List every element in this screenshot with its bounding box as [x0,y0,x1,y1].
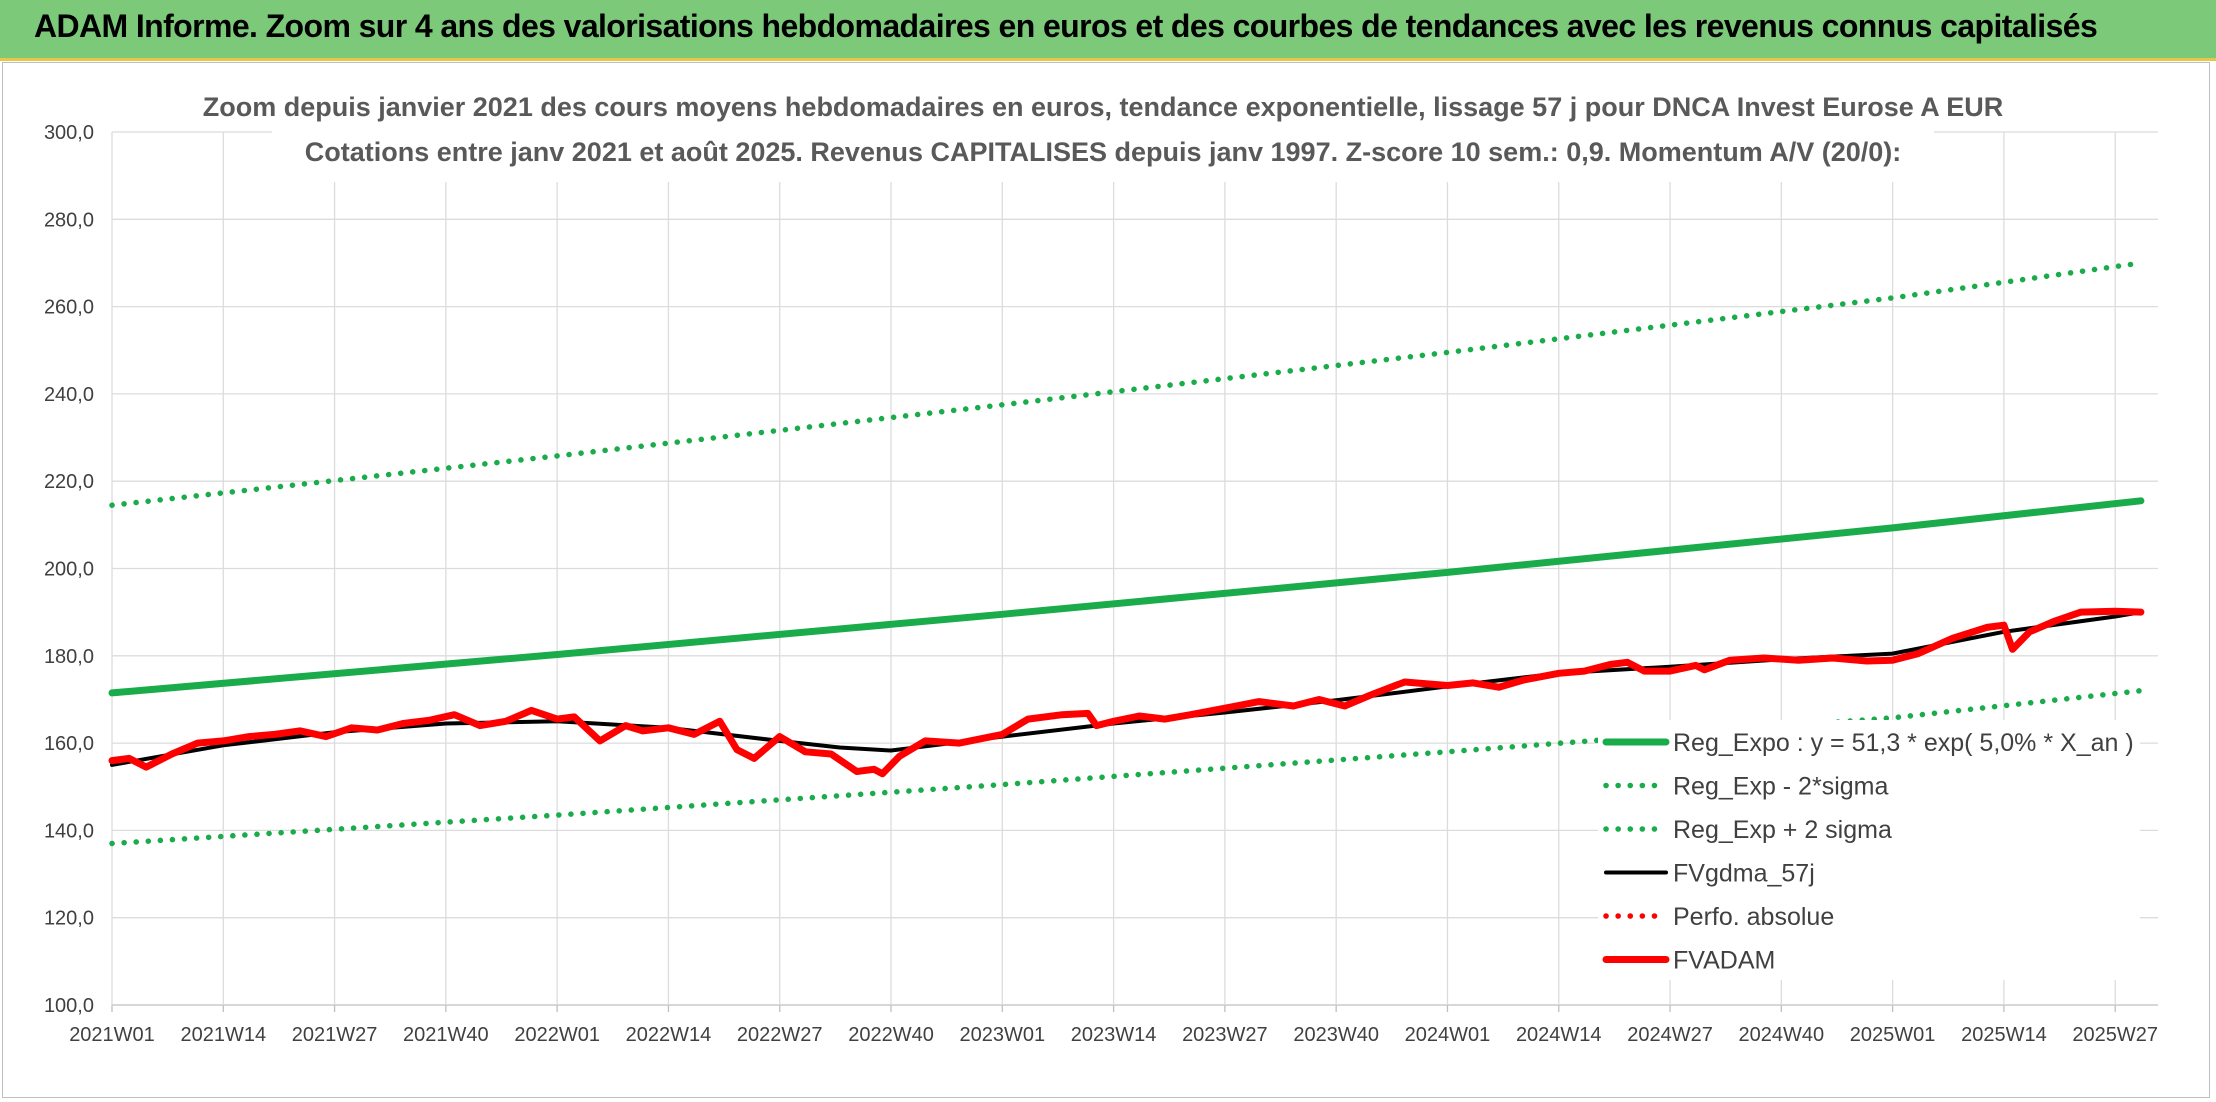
series-line-3 [109,260,2144,508]
title-banner: ADAM Informe. Zoom sur 4 ans des valoris… [0,0,2216,61]
series-line-2 [109,687,2144,847]
legend-label: FVADAM [1673,947,1775,975]
x-tick-label: 2024W14 [1516,1024,1602,1046]
x-tick-label: 2023W27 [1182,1024,1268,1046]
chart-title: Zoom depuis janvier 2021 des cours moyen… [203,92,2004,122]
x-tick-label: 2024W40 [1739,1024,1825,1046]
y-tick-label: 300,0 [44,122,94,144]
legend-label: Reg_Expo : y = 51,3 * exp( 5,0% * X_an ) [1673,729,2134,757]
chart-title-background [272,84,1934,182]
legend-label: Reg_Exp + 2 sigma [1673,816,1892,844]
y-tick-label: 180,0 [44,646,94,668]
y-tick-label: 240,0 [44,384,94,406]
y-tick-label: 120,0 [44,908,94,930]
report-title: ADAM Informe. Zoom sur 4 ans des valoris… [34,8,2098,44]
x-tick-label: 2023W14 [1071,1024,1157,1046]
legend-label: Perfo. absolue [1673,903,1834,931]
y-axis-labels: 300,0 280,0 260,0 240,0 220,0 200,0 180,0 160,0… [44,122,94,1017]
x-tick-label: 2022W40 [848,1024,934,1046]
x-tick-label: 2021W01 [69,1024,155,1046]
x-axis-labels: 2021W01 2021W14 2021W27 2021W40 2022W01 2022W… [69,1024,2158,1046]
legend-label: FVgdma_57j [1673,860,1815,888]
x-tick-label: 2021W27 [292,1024,378,1046]
legend-background [1598,720,2140,980]
legend: Reg_Expo : y = 51,3 * exp( 5,0% * X_an )… [1602,729,2134,975]
x-tick-label: 2025W14 [1961,1024,2047,1046]
x-tick-label: 2023W40 [1293,1024,1379,1046]
y-tick-label: 140,0 [44,820,94,842]
x-tick-label: 2022W14 [626,1024,712,1046]
x-tick-label: 2021W40 [403,1024,489,1046]
y-tick-label: 100,0 [44,995,94,1017]
series-line-6 [108,607,2145,778]
y-tick-label: 220,0 [44,471,94,493]
x-tick-label: 2024W01 [1405,1024,1491,1046]
x-tick-label: 2022W27 [737,1024,823,1046]
y-tick-label: 260,0 [44,297,94,319]
x-tick-label: 2022W01 [514,1024,600,1046]
y-tick-label: 160,0 [44,733,94,755]
y-tick-label: 200,0 [44,559,94,581]
x-tick-label: 2021W14 [180,1024,266,1046]
x-tick-label: 2025W27 [2072,1024,2158,1046]
chart-subtitle: Cotations entre janv 2021 et août 2025. … [305,137,1902,167]
x-tick-label: 2025W01 [1850,1024,1936,1046]
x-tick-label: 2023W01 [959,1024,1045,1046]
y-tick-label: 280,0 [44,209,94,231]
series-lines [108,260,2145,847]
series-line-1 [108,497,2145,697]
legend-label: Reg_Exp - 2*sigma [1673,773,1888,801]
chart-frame [2,62,2210,1098]
x-tick-label: 2024W27 [1627,1024,1713,1046]
